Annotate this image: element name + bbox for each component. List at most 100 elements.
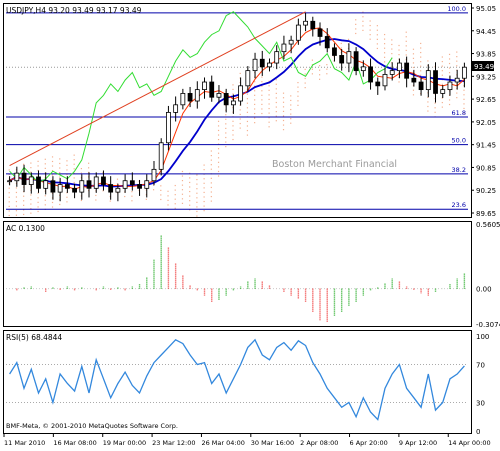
cloud-dot — [268, 121, 270, 123]
cloud-dot — [15, 214, 18, 216]
cloud-dot — [282, 119, 285, 122]
candle-body — [151, 168, 157, 182]
cloud-dot — [290, 113, 292, 115]
cloud-dot — [37, 192, 39, 194]
cloud-dot — [210, 182, 212, 184]
cloud-dot — [420, 65, 422, 67]
cloud-dot — [355, 23, 357, 25]
cloud-dot — [261, 108, 263, 110]
cloud-dot — [8, 210, 10, 212]
cloud-dot — [268, 103, 270, 105]
cloud-dot — [232, 134, 234, 136]
cloud-dot — [66, 164, 68, 166]
cloud-dot — [225, 127, 227, 130]
cloud-dot — [232, 129, 234, 132]
cloud-dot — [152, 189, 155, 191]
cloud-dot — [37, 210, 39, 213]
cloud-dot — [239, 72, 241, 75]
cloud-dot — [463, 103, 465, 105]
cloud-dot — [44, 167, 46, 169]
cloud-dot — [362, 20, 364, 22]
cloud-dot — [15, 187, 18, 189]
cloud-dot — [217, 152, 220, 154]
cloud-dot — [441, 106, 443, 108]
candle-body — [180, 93, 186, 106]
cloud-dot — [340, 42, 342, 45]
cloud-dot — [275, 92, 277, 94]
cloud-dot — [30, 194, 32, 196]
cloud-dot — [203, 178, 205, 180]
cloud-dot — [196, 215, 198, 217]
cloud-dot — [311, 73, 313, 75]
cloud-dot — [217, 129, 220, 132]
candle-body — [43, 180, 49, 189]
candle-body — [389, 70, 395, 75]
cloud-dot — [217, 175, 220, 177]
candle-body — [245, 70, 251, 87]
cloud-dot — [405, 45, 407, 47]
cloud-dot — [275, 97, 277, 99]
candle-body — [202, 81, 207, 91]
cloud-dot — [355, 28, 357, 30]
cloud-dot — [167, 190, 169, 192]
cloud-dot — [174, 189, 176, 191]
cloud-dot — [420, 61, 422, 63]
cloud-dot — [225, 141, 227, 143]
price-tick-label: 93.25 — [476, 73, 496, 81]
candle-body — [144, 180, 150, 189]
cloud-dot — [160, 189, 162, 191]
cloud-dot — [44, 204, 46, 206]
candle-body — [461, 66, 467, 79]
cloud-dot — [37, 206, 39, 208]
cloud-dot — [167, 199, 169, 202]
cloud-dot — [261, 94, 263, 96]
cloud-dot — [8, 196, 10, 198]
cloud-dot — [232, 125, 234, 127]
cloud-dot — [80, 199, 82, 202]
cloud-dot — [268, 94, 270, 96]
cloud-dot — [441, 60, 443, 63]
cloud-dot — [376, 38, 378, 40]
cloud-dot — [66, 160, 68, 162]
cloud-dot — [210, 186, 212, 189]
cloud-dot — [30, 208, 32, 210]
cloud-dot — [181, 170, 184, 173]
cloud-dot — [448, 103, 451, 106]
cloud-dot — [196, 210, 198, 213]
cloud-dot — [369, 38, 371, 40]
cloud-dot — [420, 70, 422, 72]
rsi-tick-label: 100 — [476, 333, 489, 341]
cloud-dot — [23, 195, 25, 197]
candle-body — [173, 104, 179, 113]
cloud-dot — [448, 62, 451, 65]
candle-body — [274, 51, 280, 64]
cloud-dot — [196, 174, 198, 176]
cloud-dot — [30, 167, 32, 169]
cloud-dot — [391, 52, 393, 55]
ac-tick-label: 0.00 — [476, 286, 492, 294]
cloud-dot — [427, 101, 429, 103]
cloud-dot — [297, 100, 299, 102]
ac-tick-label: -0.3074 — [476, 321, 500, 329]
candle-body — [310, 20, 316, 30]
cloud-dot — [51, 165, 54, 167]
cloud-dot — [217, 134, 220, 136]
cloud-dot — [456, 65, 458, 67]
time-tick-label: 9 Apr 12:00 — [399, 439, 437, 447]
cloud-dot — [463, 94, 465, 96]
cloud-dot — [232, 93, 234, 95]
candle-body — [425, 70, 431, 91]
cloud-dot — [37, 169, 39, 172]
cloud-dot — [59, 176, 61, 178]
cloud-dot — [217, 148, 220, 150]
cloud-dot — [203, 164, 205, 166]
cloud-dot — [225, 123, 227, 125]
cloud-dot — [44, 158, 46, 160]
cloud-dot — [275, 106, 277, 108]
cloud-dot — [254, 103, 256, 106]
cloud-dot — [441, 74, 443, 76]
candle-body — [295, 24, 301, 41]
candle-body — [57, 184, 63, 193]
candle-body — [288, 39, 294, 45]
cloud-dot — [405, 40, 407, 42]
